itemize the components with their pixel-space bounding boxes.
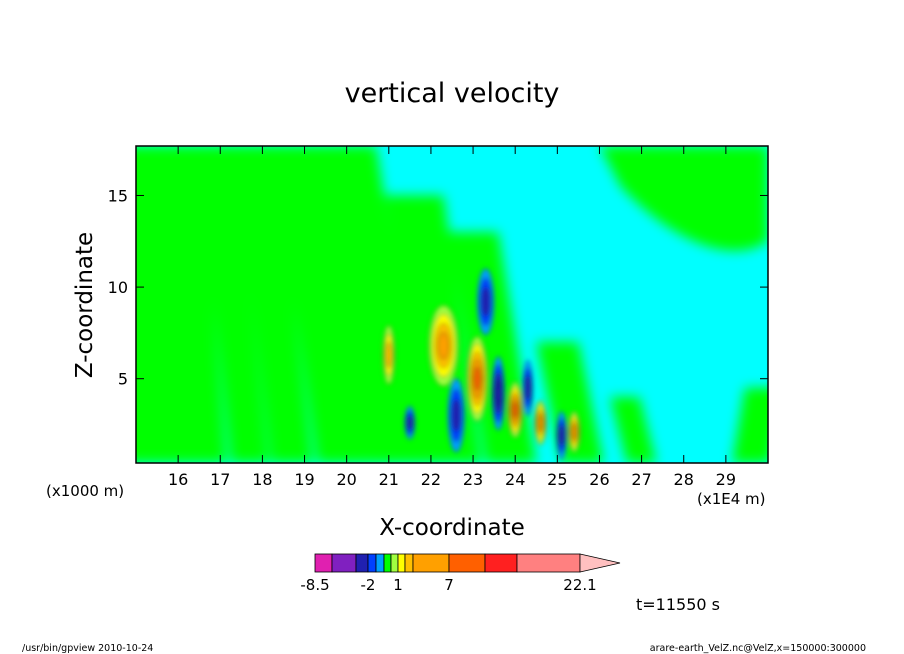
- updraft-contour: [538, 415, 543, 431]
- downdraft-contour: [407, 415, 413, 431]
- x-tick-label: 17: [210, 470, 230, 489]
- footer-right: arare-earth_VelZ.nc@VelZ,x=150000:300000: [650, 643, 866, 654]
- colorbar-swatch: [516, 553, 581, 573]
- x-axis: 16 17 18 19 20 21 22 23 24 25 26 27 28 29: [168, 146, 736, 489]
- colorbar-swatch: [448, 553, 486, 573]
- y-axis: 5 10 15: [108, 186, 768, 389]
- colorbar-tick-label: -8.5: [300, 576, 329, 594]
- downdraft-contour: [452, 399, 461, 432]
- colorbar-swatch: [375, 553, 385, 573]
- x-unit-label: (x1E4 m): [697, 490, 766, 508]
- x-axis-label: X-coordinate: [379, 515, 525, 541]
- chart-title: vertical velocity: [345, 78, 560, 109]
- colorbar-tick-label: 7: [444, 576, 454, 594]
- updraft-contour: [571, 424, 577, 439]
- x-tick-label: 20: [336, 470, 356, 489]
- positive-band: [610, 397, 657, 463]
- x-tick-label: 26: [589, 470, 609, 489]
- colorbar-swatch: [412, 553, 450, 573]
- positive-band: [232, 146, 313, 463]
- colorbar-tick-label: 1: [393, 576, 403, 594]
- colorbar-swatch: [331, 553, 357, 573]
- positive-band: [599, 146, 768, 251]
- colorbar: -8.5 -2 1 7 22.1: [300, 553, 621, 594]
- colorbar-swatch: [355, 553, 369, 573]
- y-tick-label: 15: [108, 186, 128, 205]
- x-tick-label: 23: [463, 470, 483, 489]
- positive-band: [154, 146, 227, 463]
- time-label: t=11550 s: [636, 595, 720, 614]
- feature-cell-layer: [382, 268, 581, 460]
- updraft-contour: [512, 402, 518, 418]
- colorbar-tick-label: 22.1: [563, 576, 596, 594]
- x-tick-label: 27: [631, 470, 651, 489]
- y-axis-label: Z-coordinate: [72, 232, 98, 378]
- positive-band: [136, 146, 187, 463]
- x-tick-label: 16: [168, 470, 188, 489]
- colorbar-swatch: [314, 553, 333, 573]
- downdraft-contour: [525, 375, 531, 400]
- plot-frame: [135, 145, 769, 464]
- x-tick-label: 29: [716, 470, 736, 489]
- footer-left: /usr/bin/gpview 2010-10-24: [22, 643, 153, 654]
- updraft-contour: [438, 331, 449, 360]
- updraft-contour: [474, 366, 481, 391]
- colorbar-extension: [579, 553, 621, 573]
- positive-band: [197, 146, 269, 463]
- y-unit-label: (x1000 m): [46, 482, 124, 500]
- colorbar-swatch: [404, 553, 414, 573]
- colorbar-swatch: [397, 553, 406, 573]
- colorbar-swatch: [367, 553, 377, 573]
- x-tick-label: 19: [294, 470, 314, 489]
- plot-area: [136, 146, 768, 463]
- downdraft-contour: [481, 287, 490, 317]
- colorbar-swatch: [390, 553, 399, 573]
- positive-band: [732, 387, 768, 463]
- x-tick-label: 18: [252, 470, 272, 489]
- colorbar-swatch: [484, 553, 518, 573]
- x-tick-label: 28: [674, 470, 694, 489]
- x-tick-label: 24: [505, 470, 525, 489]
- downdraft-contour: [559, 425, 565, 447]
- y-tick-label: 10: [108, 278, 128, 297]
- x-tick-label: 25: [547, 470, 567, 489]
- positive-band: [536, 342, 604, 463]
- updraft-contour: [385, 342, 392, 368]
- colorbar-tick-label: -2: [361, 576, 376, 594]
- x-tick-label: 22: [421, 470, 441, 489]
- x-tick-label: 21: [379, 470, 399, 489]
- y-tick-label: 5: [118, 370, 128, 389]
- colorbar-swatch: [383, 553, 392, 573]
- positive-band: [270, 146, 368, 463]
- downdraft-contour: [495, 380, 501, 406]
- positive-band: [317, 146, 427, 463]
